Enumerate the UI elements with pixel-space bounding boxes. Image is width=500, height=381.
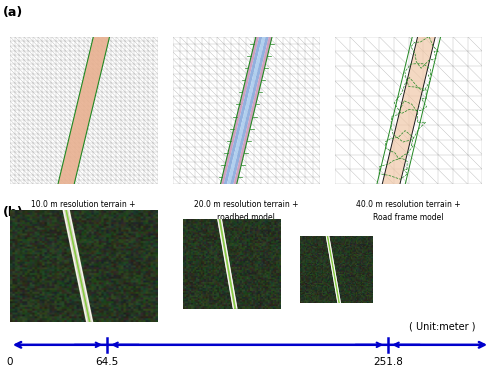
Text: 0: 0 — [7, 357, 13, 367]
Polygon shape — [62, 210, 94, 322]
Polygon shape — [230, 37, 269, 184]
Polygon shape — [326, 236, 341, 303]
Text: 10.0 m resolution terrain +
original lane model: 10.0 m resolution terrain + original lan… — [32, 200, 136, 221]
Text: 64.5: 64.5 — [95, 357, 118, 367]
Polygon shape — [224, 37, 262, 184]
Text: (a): (a) — [2, 6, 23, 19]
Polygon shape — [220, 37, 259, 184]
Polygon shape — [234, 37, 272, 184]
Polygon shape — [58, 37, 110, 184]
Text: 40.0 m resolution terrain +
Road frame model: 40.0 m resolution terrain + Road frame m… — [356, 200, 461, 221]
Polygon shape — [217, 219, 238, 309]
Text: (b): (b) — [2, 206, 23, 219]
Text: 20.0 m resolution terrain +
roadbed model: 20.0 m resolution terrain + roadbed mode… — [194, 200, 298, 221]
Text: ( Unit:meter ): ( Unit:meter ) — [409, 322, 476, 331]
Polygon shape — [227, 37, 266, 184]
Text: 251.8: 251.8 — [373, 357, 402, 367]
Polygon shape — [382, 37, 436, 184]
